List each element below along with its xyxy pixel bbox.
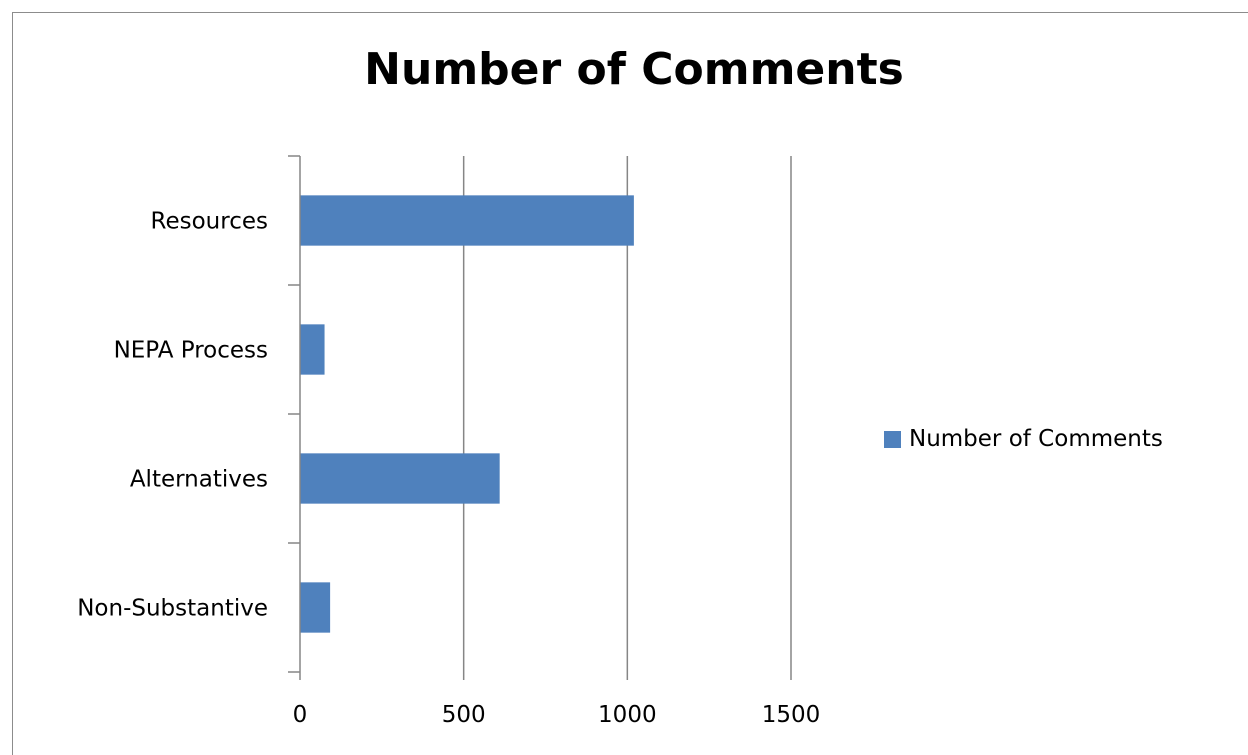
chart-frame — [12, 12, 1248, 755]
x-tick-label: 500 — [442, 702, 486, 728]
legend: Number of Comments — [884, 426, 1163, 452]
legend-swatch — [884, 430, 901, 448]
y-axis — [288, 155, 792, 680]
category-label: Alternatives — [130, 467, 268, 493]
x-tick-label: 0 — [293, 702, 308, 728]
bar — [300, 582, 331, 633]
legend-label: Number of Comments — [909, 426, 1163, 452]
x-tick-label: 1000 — [598, 702, 657, 728]
category-label: Resources — [151, 209, 268, 235]
chart-title: Number of Comments — [364, 44, 904, 95]
bar — [300, 324, 325, 375]
category-label: Non-Substantive — [77, 596, 268, 622]
x-tick-label: 1500 — [762, 702, 821, 728]
bars — [300, 195, 634, 633]
category-labels: Resources NEPA Process Alternatives Non-Sub… — [77, 209, 268, 622]
category-label: NEPA Process — [114, 338, 268, 364]
bar — [300, 453, 500, 504]
x-axis-tick-labels: 0 500 1000 1500 — [293, 702, 821, 728]
bar — [300, 195, 634, 246]
